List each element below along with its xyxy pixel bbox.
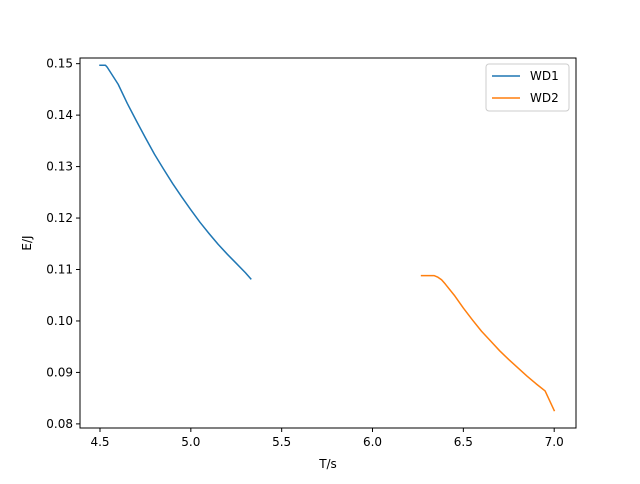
y-tick-label: 0.11: [46, 263, 73, 277]
plot-frame: [79, 57, 577, 429]
y-tick-label: 0.15: [46, 57, 73, 71]
series-line-wd1: [99, 64, 252, 280]
x-tick-label: 6.5: [454, 435, 473, 449]
x-axis-label: T/s: [318, 457, 337, 471]
y-tick-label: 0.14: [46, 108, 73, 122]
plot-area: [80, 58, 576, 428]
x-tick-label: 5.0: [181, 435, 200, 449]
y-tick-label: 0.08: [46, 417, 73, 431]
y-tick-label: 0.09: [46, 365, 73, 379]
y-axis-ticks: 0.08 0.09 0.10 0.11 0.12 0.13 0.14 0.15: [46, 57, 80, 431]
x-tick-label: 6.0: [363, 435, 382, 449]
series-layer: [99, 64, 556, 412]
legend: WD1 WD2: [485, 63, 570, 112]
legend-label-wd2: WD2: [530, 91, 559, 105]
legend-label-wd1: WD1: [530, 69, 559, 83]
x-tick-label: 4.5: [90, 435, 109, 449]
x-axis-ticks: 4.5 5.0 5.5 6.0 6.5 7.0: [90, 428, 564, 449]
x-tick-label: 7.0: [545, 435, 564, 449]
y-tick-label: 0.10: [46, 314, 73, 328]
y-tick-label: 0.12: [46, 211, 73, 225]
x-tick-label: 5.5: [272, 435, 291, 449]
y-tick-label: 0.13: [46, 160, 73, 174]
series-line-wd2: [420, 274, 556, 412]
y-axis-label: E/J: [20, 235, 34, 250]
